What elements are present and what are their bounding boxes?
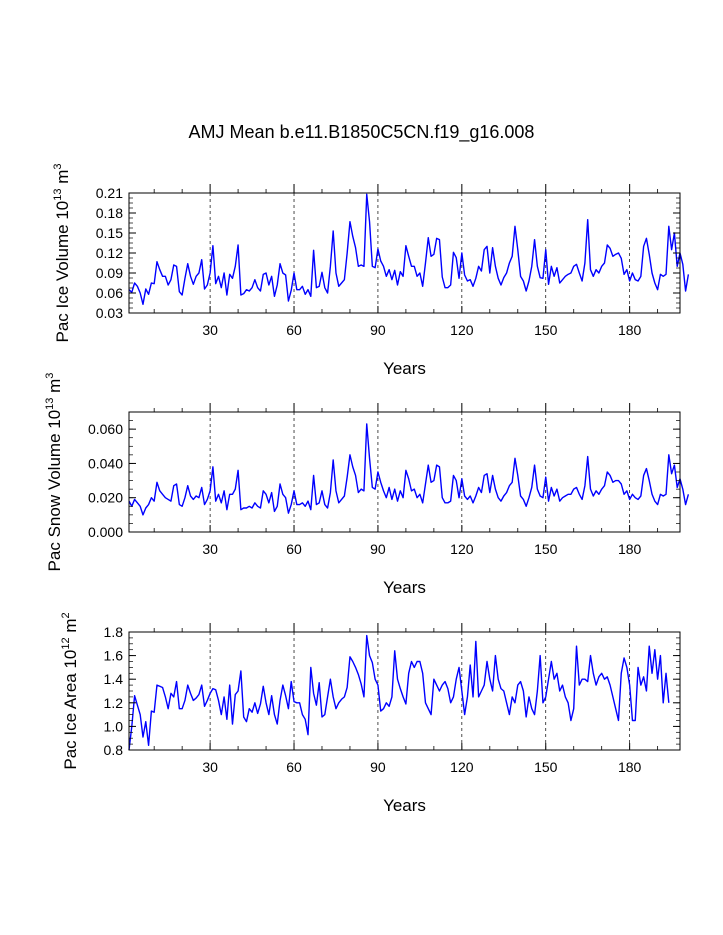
y-tick-label: 0.8 <box>104 742 124 758</box>
y-axis-label: Pac Snow Volume 1013 m3 <box>44 373 64 572</box>
x-tick-label: 90 <box>370 541 386 557</box>
x-axis-label: Years <box>383 796 426 815</box>
y-tick-label: 0.000 <box>88 524 123 540</box>
y-tick-label: 1.6 <box>104 648 124 664</box>
x-tick-label: 90 <box>370 759 386 775</box>
y-tick-label: 1.4 <box>104 671 124 687</box>
y-tick-label: 0.09 <box>96 265 123 281</box>
y-axis-label: Pac Ice Area 1012 m2 <box>60 612 80 769</box>
panel-3: 30 60 90 120 150 180 0.8 1.0 1.2 1.4 1.6 1.8 Years Pa… <box>60 612 681 815</box>
x-tick-label: 150 <box>534 759 558 775</box>
y-tick-label: 0.040 <box>88 455 123 471</box>
y-tick-label: 0.21 <box>96 185 123 201</box>
x-tick-label: 30 <box>202 759 218 775</box>
x-tick-label: 180 <box>618 322 642 338</box>
y-tick-label: 0.060 <box>88 421 123 437</box>
y-label-unit-exponent: 3 <box>44 373 56 379</box>
y-label-exponent: 13 <box>52 189 64 201</box>
y-tick-label: 0.18 <box>96 205 123 221</box>
y-label-unit-exponent: 2 <box>60 612 72 618</box>
x-tick-label: 180 <box>618 759 642 775</box>
x-tick-label: 150 <box>534 322 558 338</box>
y-label-name: Pac Ice Volume 10 <box>53 201 72 343</box>
panel-2: 30 60 90 120 150 180 0.000 0.020 0.040 0.060 Years… <box>44 373 690 597</box>
y-tick-label: 1.0 <box>104 718 124 734</box>
x-tick-label: 120 <box>450 541 474 557</box>
y-tick-label: 1.8 <box>104 624 124 640</box>
x-axis-label: Years <box>383 578 426 597</box>
y-tick-label: 1.2 <box>104 695 124 711</box>
figure-title: AMJ Mean b.e11.B1850C5CN.f19_g16.008 <box>188 122 535 142</box>
x-tick-label: 150 <box>534 541 558 557</box>
x-tick-label: 60 <box>286 322 302 338</box>
x-tick-label: 90 <box>370 322 386 338</box>
y-label-name: Pac Snow Volume 10 <box>45 410 64 572</box>
y-label-unit-exponent: 3 <box>52 163 64 169</box>
y-label-exponent: 12 <box>60 637 72 649</box>
x-axis-label: Years <box>383 359 426 378</box>
y-tick-label: 0.03 <box>96 305 123 321</box>
y-tick-label: 0.06 <box>96 285 123 301</box>
y-label-unit: m <box>45 379 64 398</box>
y-tick-label: 0.020 <box>88 490 123 506</box>
x-tick-label: 180 <box>618 541 642 557</box>
series-line <box>128 634 670 751</box>
series-line <box>128 423 690 516</box>
x-tick-label: 60 <box>286 759 302 775</box>
y-label-unit: m <box>53 170 72 189</box>
x-tick-label: 60 <box>286 541 302 557</box>
x-tick-label: 30 <box>202 322 218 338</box>
x-tick-label: 30 <box>202 541 218 557</box>
series-line <box>128 193 690 306</box>
x-tick-label: 120 <box>450 322 474 338</box>
y-tick-label: 0.15 <box>96 225 123 241</box>
y-label-name: Pac Ice Area 10 <box>61 650 80 770</box>
y-tick-label: 0.12 <box>96 245 123 261</box>
y-label-unit: m <box>61 618 80 637</box>
y-label-exponent: 13 <box>44 398 56 410</box>
x-tick-label: 120 <box>450 759 474 775</box>
panel-1: 30 60 90 120 150 180 0.03 0.06 0.09 0.12 0.15 0.18 0… <box>52 163 690 378</box>
y-axis-label: Pac Ice Volume 1013 m3 <box>52 163 72 342</box>
